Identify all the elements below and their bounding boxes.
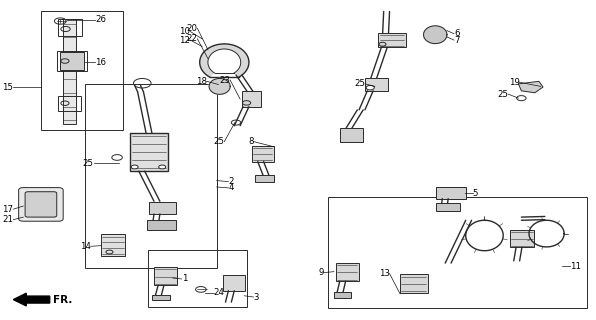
Bar — [436, 203, 460, 212]
Polygon shape — [519, 81, 543, 93]
Bar — [252, 146, 274, 162]
Text: 21: 21 — [2, 215, 13, 224]
Text: 16: 16 — [95, 58, 107, 67]
Text: 15: 15 — [2, 83, 13, 92]
Polygon shape — [424, 26, 447, 44]
Bar — [63, 19, 76, 124]
Text: 4: 4 — [228, 183, 234, 192]
Bar — [436, 187, 465, 199]
Bar — [334, 292, 352, 298]
Bar — [32, 196, 49, 212]
Bar — [147, 220, 176, 230]
Bar — [41, 11, 123, 130]
Bar — [85, 84, 217, 268]
Bar — [60, 52, 84, 70]
FancyBboxPatch shape — [25, 192, 57, 217]
Text: 8: 8 — [248, 137, 254, 146]
FancyBboxPatch shape — [18, 188, 63, 221]
Bar — [365, 77, 389, 91]
Bar — [57, 51, 86, 71]
Text: 13: 13 — [378, 269, 390, 278]
Text: 12: 12 — [179, 36, 190, 44]
Polygon shape — [200, 44, 249, 77]
Text: 25: 25 — [354, 79, 365, 88]
Bar — [150, 202, 176, 214]
Text: FR.: FR. — [52, 295, 72, 305]
Text: 9: 9 — [318, 268, 324, 277]
Text: 18: 18 — [195, 77, 207, 86]
Bar — [328, 197, 587, 308]
Text: 17: 17 — [2, 205, 13, 214]
Bar — [152, 294, 170, 300]
Bar — [400, 274, 428, 292]
Text: 26: 26 — [95, 15, 107, 24]
Text: 3: 3 — [254, 292, 259, 301]
Bar — [378, 33, 406, 47]
Bar — [130, 133, 168, 171]
Bar — [148, 250, 247, 307]
Text: 11: 11 — [570, 262, 581, 271]
Text: 24: 24 — [214, 288, 225, 297]
Text: 25: 25 — [213, 137, 224, 146]
Text: 7: 7 — [454, 36, 460, 44]
Text: 20: 20 — [187, 24, 197, 33]
Text: 14: 14 — [80, 242, 91, 251]
Text: 2: 2 — [228, 177, 234, 186]
Text: 10: 10 — [179, 27, 190, 36]
Circle shape — [131, 165, 138, 169]
Bar — [58, 96, 81, 111]
Bar — [154, 267, 178, 285]
Text: 6: 6 — [454, 29, 460, 38]
Text: 22: 22 — [187, 34, 197, 43]
Circle shape — [366, 85, 374, 90]
Bar — [254, 175, 274, 181]
Bar — [101, 234, 125, 256]
Text: 1: 1 — [182, 275, 187, 284]
Bar — [336, 263, 359, 281]
Circle shape — [159, 165, 166, 169]
Bar — [510, 230, 534, 247]
Text: 25: 25 — [497, 90, 508, 99]
Bar — [58, 19, 82, 36]
Text: 25: 25 — [83, 159, 94, 168]
Bar — [340, 128, 363, 142]
Text: 5: 5 — [473, 189, 478, 198]
FancyArrow shape — [13, 293, 49, 306]
Polygon shape — [209, 78, 230, 94]
Text: 19: 19 — [509, 78, 520, 87]
Bar — [222, 275, 245, 291]
Text: 23: 23 — [219, 76, 230, 84]
Bar — [242, 92, 260, 107]
